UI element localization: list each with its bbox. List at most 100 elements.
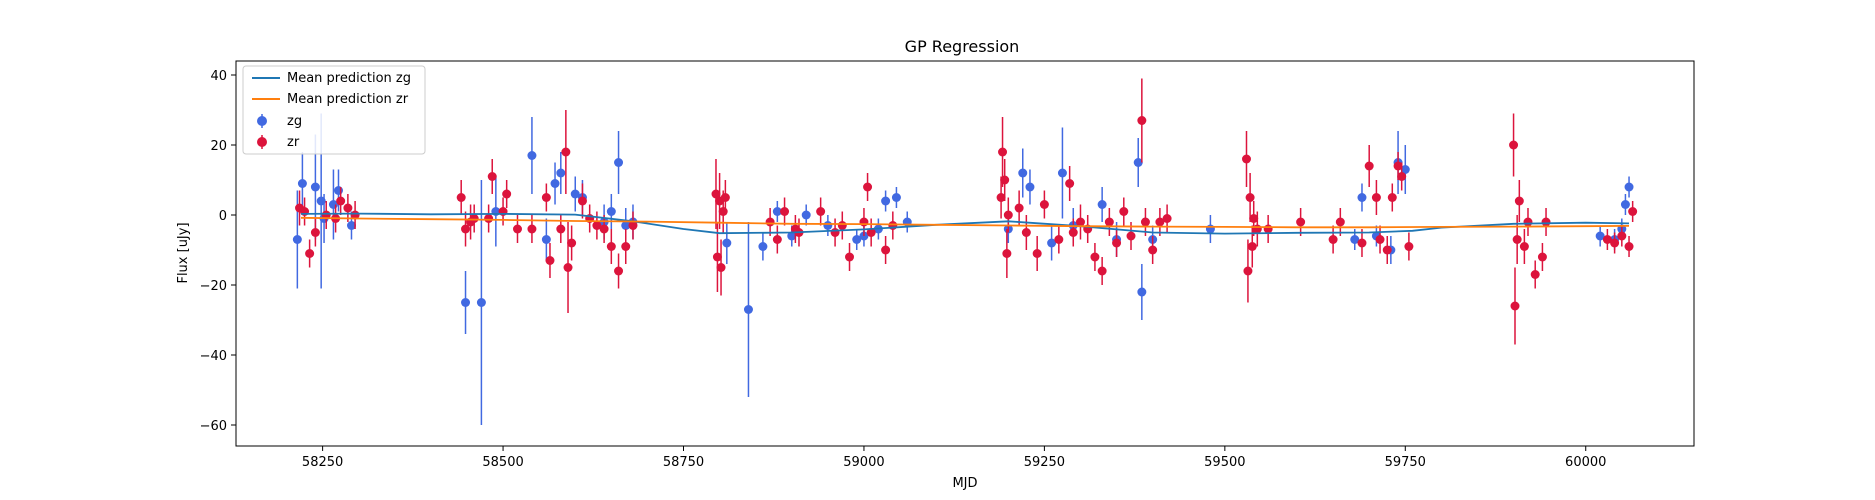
zr-point [1097,266,1107,276]
zr-point [998,147,1008,157]
zr-point [1530,270,1540,279]
y-axis-label: Flux [uJy] [176,222,191,283]
zr-point [1104,217,1114,227]
zg-point [772,207,782,216]
zr-point [816,207,826,216]
x-tick-label: 59500 [1204,455,1245,470]
zg-point [476,298,486,307]
zg-point [316,196,326,206]
x-tick-label: 58750 [663,455,704,470]
x-tick-label: 58250 [302,455,343,470]
y-tick-label: 0 [219,209,227,224]
legend-label-mean-zr: Mean prediction zr [287,92,409,107]
zg-point [1350,235,1360,244]
zr-point [1148,245,1158,255]
zg-point [527,151,537,160]
zr-point [1241,154,1251,164]
plot-area [235,60,1695,447]
zr-point [1003,210,1013,220]
zr-point [1512,235,1522,244]
zr-point [1296,217,1306,227]
zr-point [305,249,315,258]
zr-point [845,252,855,262]
zr-point [577,196,587,206]
zg-point [891,193,901,202]
zr-point [461,224,471,234]
mean-prediction-zr-line [300,216,1630,229]
zr-point [563,263,573,272]
zg-point [570,189,580,199]
zg-point [541,235,551,244]
zr-point [1617,231,1627,241]
zr-point [1065,179,1075,188]
zr-point [1537,252,1547,262]
zr-point [1075,217,1085,227]
zr-point [1509,140,1519,150]
zr-point [1021,228,1031,237]
zg-point [1025,182,1035,192]
zr-point [1364,161,1374,171]
zr-point [1090,252,1100,262]
zg-point [1620,200,1630,209]
zr-point [545,256,555,265]
zg-point [801,210,811,220]
x-axis-label: MJD [952,476,977,491]
zr-point [1162,214,1172,223]
zr-point [1140,217,1150,227]
zr-point [1610,238,1620,248]
x-tick-label: 59250 [1024,455,1065,470]
zr-point [1039,200,1049,209]
zr-point [1393,161,1403,171]
zr-point [484,214,494,223]
zg-point [550,179,560,188]
y-axis: −60 −40 −20 0 20 40 [200,69,236,434]
zg-point [333,186,343,195]
zr-point [512,224,522,234]
zg-point [1357,193,1367,202]
zr-point [1119,207,1129,216]
zr-point [310,228,320,237]
zr-point [1249,214,1259,223]
zr-point [1357,238,1367,248]
zr-point [456,193,466,202]
mean-prediction-zg-line [300,212,1630,235]
zr-point [614,266,624,276]
zr-point [716,263,726,272]
zr-point [592,221,602,230]
zg-point [881,196,891,206]
zr-point [1328,235,1338,244]
y-tick-label: 40 [210,69,227,84]
zr-point [1032,249,1042,258]
zr-point [1014,203,1024,213]
zr-point [1628,207,1638,216]
zg-point [297,179,307,188]
zr-point [1002,249,1012,258]
x-tick-label: 60000 [1565,455,1606,470]
zr-point [718,207,728,216]
zg-point [787,231,797,241]
zg-point [1018,168,1028,178]
zr-point [343,203,353,213]
x-tick-label: 59750 [1385,455,1426,470]
plot-content [292,78,1638,425]
zg-point [823,221,833,230]
y-tick-label: 20 [210,139,227,154]
zr-point [720,193,730,202]
series-zr [295,78,1638,345]
zr-point [1375,235,1385,244]
y-tick-label: −60 [200,419,227,434]
zr-point [780,207,790,216]
legend-marker-zr [257,137,267,147]
zg-point [310,182,320,192]
zg-point [722,238,732,248]
legend-box [242,65,426,155]
zg-point [621,221,631,230]
zg-point [1133,158,1143,167]
zr-point [1602,235,1612,244]
zr-point [1245,193,1255,202]
zr-point [469,214,479,223]
zr-point [541,193,551,202]
zr-point [567,238,577,248]
zr-point [502,189,512,199]
zg-point [614,158,624,167]
